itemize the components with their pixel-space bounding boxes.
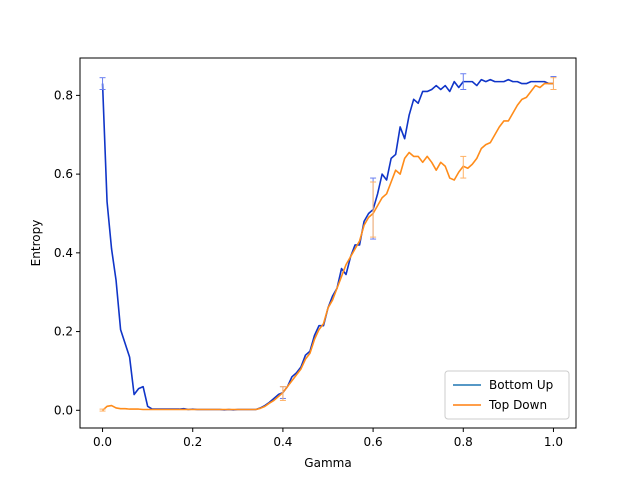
legend-box [444, 370, 570, 420]
legend: Bottom Up Top Down [444, 370, 570, 420]
error-bar [99, 408, 106, 412]
axes-frame [79, 57, 577, 429]
x-axis: 0.0 0.2 0.4 0.6 0.8 1.0 [93, 428, 563, 449]
y-axis-title: Entropy [29, 220, 43, 267]
legend-label: Top Down [488, 398, 547, 412]
y-tick-label: 0.8 [54, 88, 73, 102]
series-line-top-down [102, 82, 554, 411]
error-bar [279, 386, 286, 401]
x-tick-label: 0.2 [183, 435, 202, 449]
y-tick-label: 0.2 [54, 325, 73, 339]
error-bar [460, 73, 467, 90]
error-bar [370, 181, 377, 238]
y-tick-label: 0.0 [54, 403, 73, 417]
plot-area [99, 73, 557, 412]
y-tick-label: 0.6 [54, 167, 73, 181]
error-bar [460, 155, 467, 179]
legend-label: Bottom Up [489, 378, 553, 392]
x-tick-label: 0.0 [93, 435, 112, 449]
x-tick-label: 0.8 [454, 435, 473, 449]
x-axis-title: Gamma [304, 456, 351, 470]
x-tick-label: 1.0 [544, 435, 563, 449]
y-tick-label: 0.4 [54, 246, 73, 260]
error-bar [550, 77, 557, 90]
x-tick-label: 0.6 [364, 435, 383, 449]
x-tick-label: 0.4 [273, 435, 292, 449]
error-bar [99, 77, 106, 90]
y-axis: 0.0 0.2 0.4 0.6 0.8 [54, 88, 80, 417]
